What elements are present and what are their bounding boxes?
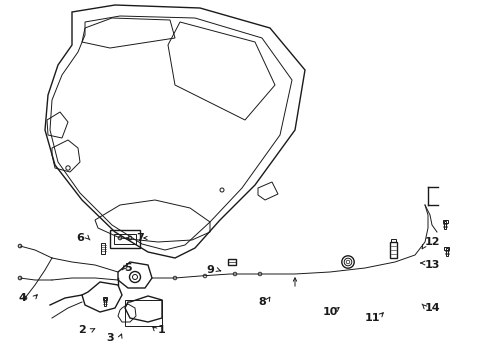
Text: 8: 8 (258, 297, 266, 307)
Bar (444, 247, 449, 250)
Text: 11: 11 (364, 313, 380, 323)
Text: 5: 5 (124, 263, 132, 273)
Bar (391, 239, 395, 242)
Bar (446, 248, 448, 256)
Bar (444, 221, 446, 229)
Text: 4: 4 (18, 293, 26, 303)
Text: 3: 3 (106, 333, 114, 343)
Text: 1: 1 (158, 325, 166, 335)
Text: 13: 13 (424, 260, 440, 270)
Bar (102, 297, 107, 300)
Bar (228, 259, 236, 265)
Text: 14: 14 (424, 303, 440, 313)
Bar (104, 298, 106, 306)
Bar (390, 242, 396, 258)
Text: 7: 7 (136, 233, 144, 243)
Text: 2: 2 (78, 325, 86, 335)
Bar (442, 220, 447, 223)
Text: 6: 6 (76, 233, 84, 243)
Text: 9: 9 (206, 265, 214, 275)
Bar (101, 243, 105, 253)
Text: 12: 12 (424, 237, 440, 247)
Text: 10: 10 (322, 307, 338, 317)
